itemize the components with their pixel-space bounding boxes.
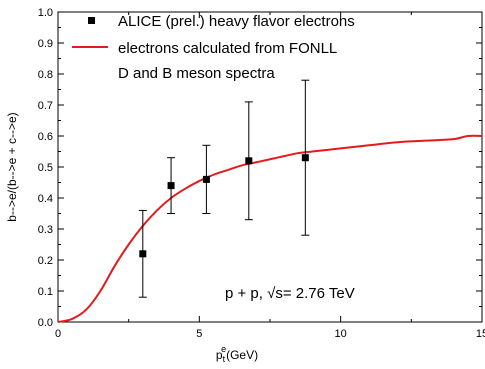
point-marker (167, 182, 175, 190)
x-axis-title-sup: e (221, 344, 226, 354)
legend-label-fonll: electrons calculated from FONLL (118, 40, 337, 57)
energy-annotation: p + p, √s= 2.76 TeV (225, 285, 355, 302)
y-tick-label: 0.2 (38, 255, 53, 267)
y-tick-label: 0.5 (38, 162, 53, 174)
y-axis-title: b-->e/(b-->e + c-->e) (5, 112, 19, 221)
x-axis-title-sub: t (223, 354, 226, 364)
legend-marker-square (88, 17, 95, 24)
y-tick-label: 0.4 (38, 193, 53, 205)
data-point (167, 157, 176, 214)
point-marker (245, 157, 253, 165)
data-points-layer (138, 79, 310, 298)
data-point (244, 101, 253, 221)
x-tick-label: 5 (196, 328, 202, 340)
fonll-curve (57, 134, 483, 323)
x-tick-label: 10 (335, 328, 347, 340)
legend: ALICE (prel.) heavy flavor electrons ele… (72, 13, 355, 82)
y-tick-label: 0.9 (38, 38, 53, 50)
y-axis-ticks: 0.0 0.1 0.2 0.3 0.4 0.5 0.6 0.7 0.8 0.9 1.0 (38, 7, 482, 329)
y-tick-label: 1.0 (38, 7, 53, 19)
data-point (202, 144, 211, 214)
x-tick-label: 0 (55, 328, 61, 340)
y-tick-label: 0.0 (38, 317, 53, 329)
plot-frame (57, 11, 483, 323)
x-axis-title-main: p (216, 348, 223, 362)
data-point (301, 79, 310, 236)
x-axis-ticks: 0 5 10 15 (55, 12, 485, 340)
legend-label-alice: ALICE (prel.) heavy flavor electrons (118, 13, 355, 30)
legend-label-fonll-line2: D and B meson spectra (118, 65, 275, 82)
y-tick-label: 0.7 (38, 100, 53, 112)
y-tick-label: 0.8 (38, 69, 53, 81)
x-axis-title: pte(GeV) (216, 344, 258, 364)
point-marker (301, 154, 309, 162)
y-tick-label: 0.1 (38, 286, 53, 298)
x-axis-title-unit: (GeV) (226, 348, 258, 362)
y-tick-label: 0.6 (38, 131, 53, 143)
point-marker (139, 250, 147, 258)
fonll-curve-layer (57, 134, 483, 323)
point-marker (202, 175, 210, 183)
data-point (138, 209, 147, 298)
y-tick-label: 0.3 (38, 224, 53, 236)
x-tick-label: 15 (476, 328, 485, 340)
